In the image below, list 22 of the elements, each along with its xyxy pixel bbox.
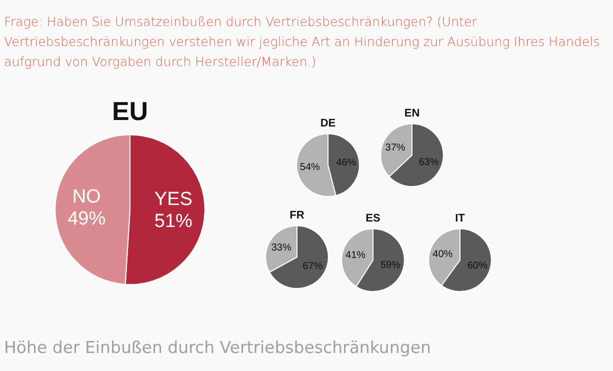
- slice-label: NO: [72, 186, 101, 208]
- data-label: 41%: [346, 250, 366, 261]
- data-label: 33%: [271, 242, 292, 254]
- data-label: 63%: [418, 157, 439, 168]
- chart-title: IT: [455, 212, 466, 225]
- chart-title: EN: [404, 108, 420, 120]
- data-label: 37%: [385, 142, 406, 154]
- text: Frage: Haben Sie Umsatzeinbußen durch Vertriebsbeschränkungen? (Unter Vertriebsbeschränkungen verstehen wir jegliche Art an Hinderung zur Ausübung Ihres Handels aufgrund von Vorgaben durch Hersteller/Marken.): [4, 13, 601, 71]
- chart-title: DE: [320, 118, 336, 130]
- data-label: 51%: [154, 211, 193, 232]
- text: Höhe der Einbußen durch Vertriebsbeschränkungen: [4, 338, 431, 357]
- data-label: 49%: [68, 208, 106, 230]
- data-label: 67%: [302, 261, 323, 272]
- data-label: 46%: [336, 158, 356, 169]
- chart-title: FR: [290, 210, 304, 222]
- data-label: 54%: [300, 162, 320, 174]
- data-label: 59%: [380, 260, 401, 271]
- chart-title: ES: [366, 212, 380, 225]
- data-label: 40%: [432, 249, 453, 260]
- slice-label: YES: [154, 189, 192, 210]
- chart-title: EU: [112, 96, 148, 126]
- data-label: 60%: [467, 260, 488, 272]
